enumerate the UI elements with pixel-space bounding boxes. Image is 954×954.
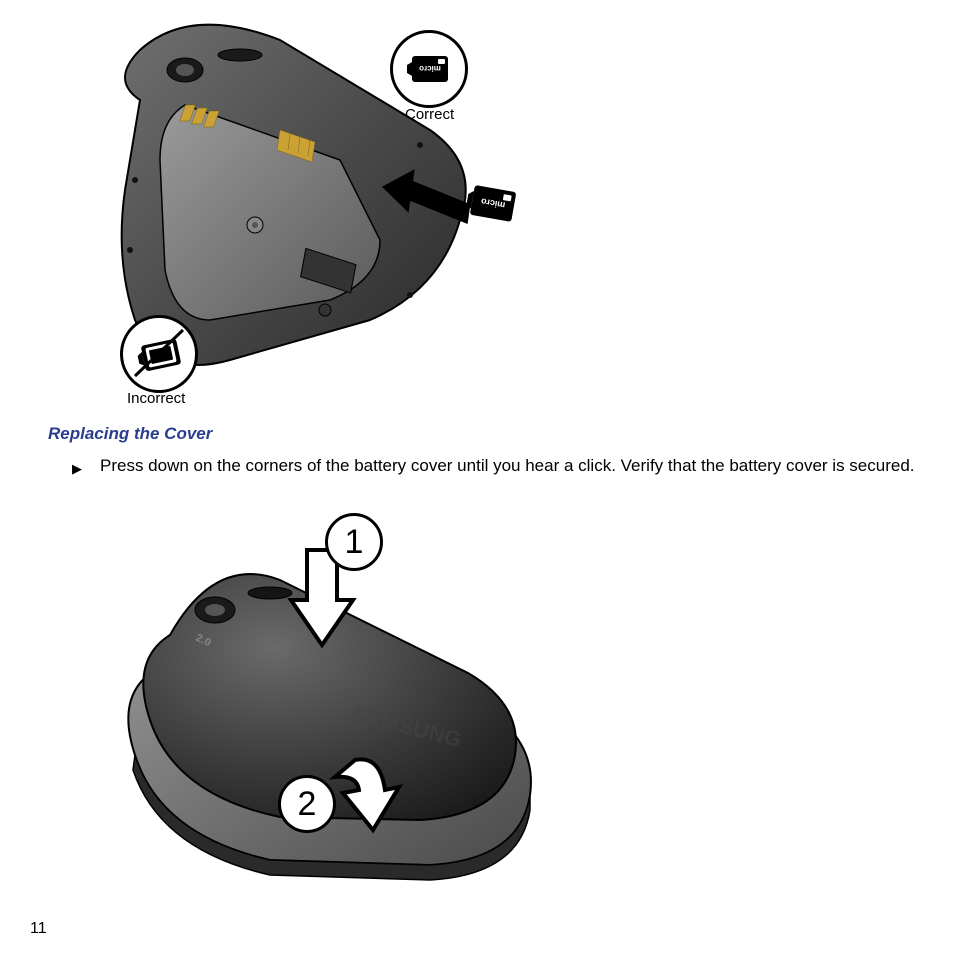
svg-text:micro: micro <box>419 64 441 73</box>
figure-sd-insertion: micro micro Correct <box>80 10 560 410</box>
section-heading: Replacing the Cover <box>48 424 212 444</box>
step-2-marker: 2 <box>278 775 336 833</box>
instruction-text: Press down on the corners of the battery… <box>100 456 920 476</box>
page-number: 11 <box>30 920 47 938</box>
correct-callout: micro <box>390 30 468 108</box>
incorrect-label: Incorrect <box>127 390 185 407</box>
sd-icon: micro <box>404 50 454 88</box>
sd-incorrect-icon <box>129 324 189 384</box>
manual-page: micro micro Correct <box>0 0 954 954</box>
incorrect-callout <box>120 315 198 393</box>
step-1-marker: 1 <box>325 513 383 571</box>
step-2-number: 2 <box>298 785 317 824</box>
figure-cover-replace: 2.0 SAMSUNG 1 2 <box>100 495 550 885</box>
bullet-triangle-icon: ▶ <box>72 461 82 477</box>
step-1-number: 1 <box>345 523 364 562</box>
correct-label: Correct <box>405 106 454 123</box>
